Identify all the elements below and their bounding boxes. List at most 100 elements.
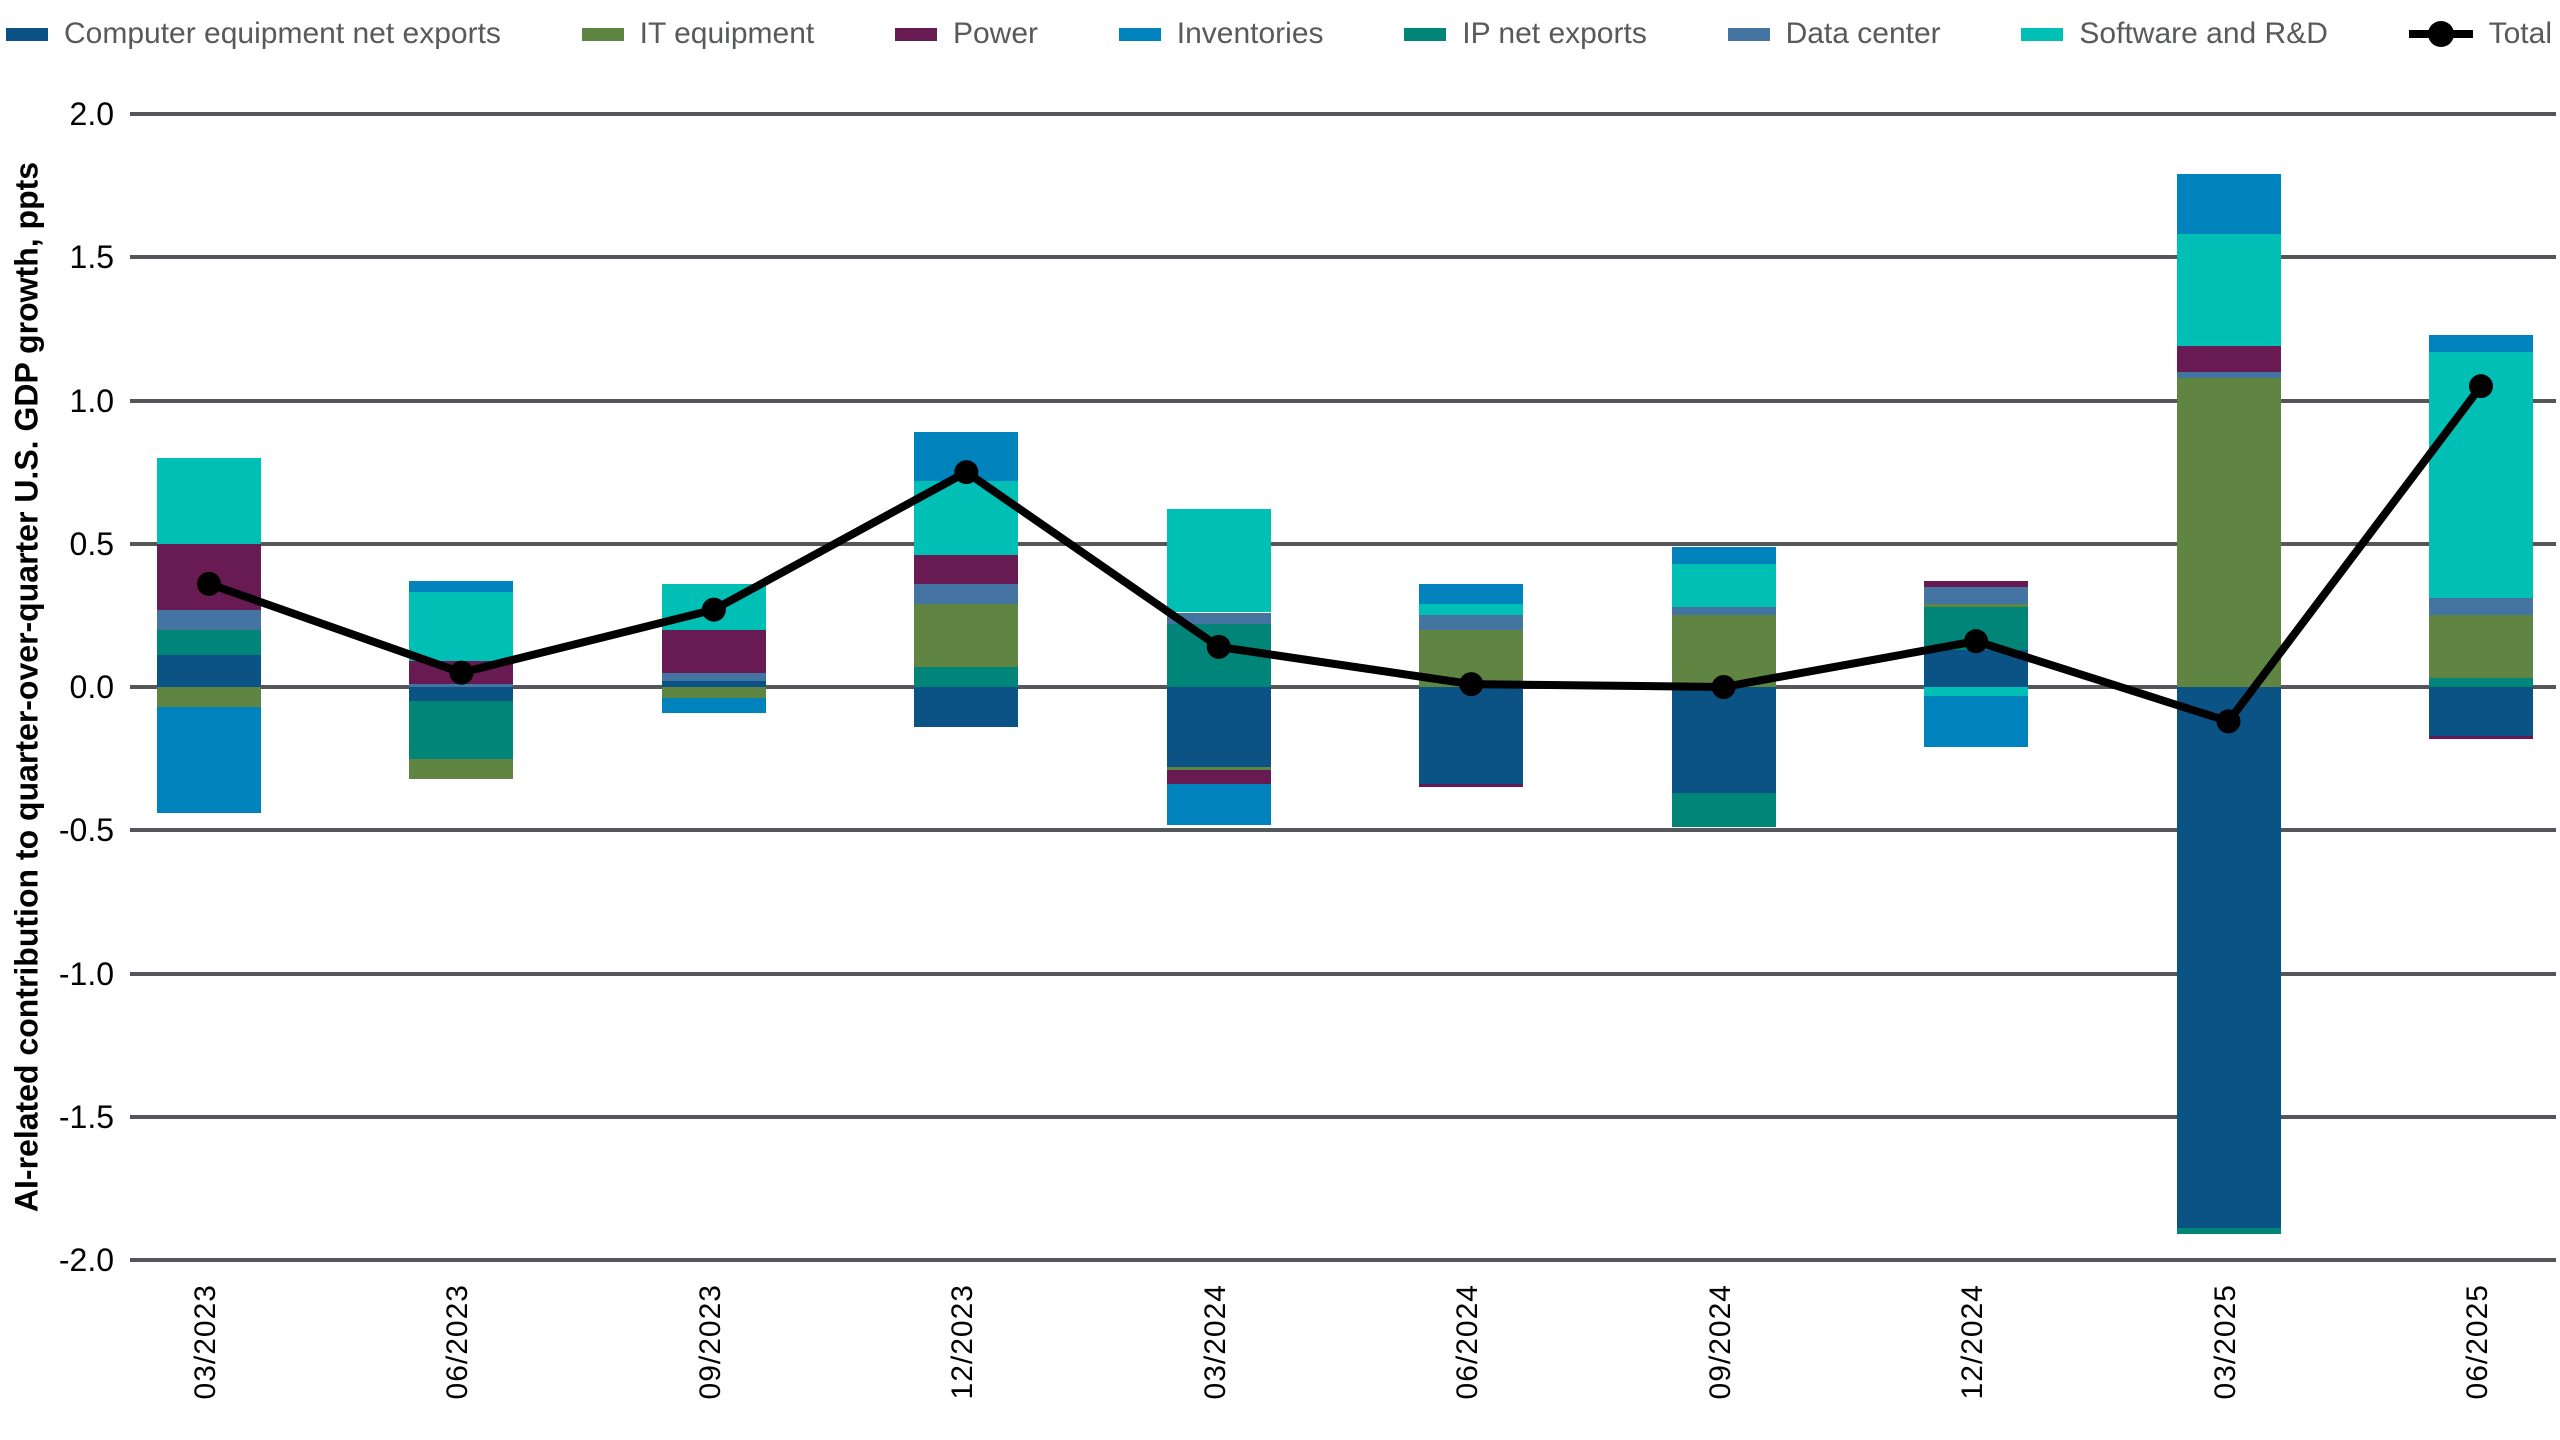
total-point-09-2023 <box>701 597 726 622</box>
bar-segment-power-09-2023 <box>661 629 766 673</box>
y-tick-label-1.0: 1.0 <box>69 382 114 419</box>
x-tick-label-06-2025: 06/2025 <box>2461 1284 2501 1434</box>
total-point-03-2023 <box>197 571 221 596</box>
y-tick-label--0.5: -0.5 <box>58 812 114 849</box>
bar-segment-ip-06-2023 <box>409 701 514 759</box>
bar-segment-computer-03-2025 <box>2176 687 2281 1229</box>
x-tick-text: 03/2023 <box>189 1284 222 1400</box>
total-point-12-2024 <box>1964 629 1989 654</box>
bar-segment-it-06-2025 <box>2428 615 2533 679</box>
legend-label-computer: Computer equipment net exports <box>64 17 501 50</box>
bar-segment-computer-06-2025 <box>2428 687 2533 736</box>
bar-segment-it-12-2023 <box>914 603 1019 667</box>
y-tick-label--2.0: -2.0 <box>58 1242 114 1278</box>
bar-segment-software-12-2024 <box>1924 687 2029 696</box>
x-tick-text: 09/2023 <box>693 1284 727 1400</box>
x-tick-text: 09/2024 <box>1703 1284 1737 1400</box>
gridline--1.0 <box>130 971 2556 976</box>
legend-label-total: Total <box>2488 17 2552 50</box>
bar-segment-computer-06-2024 <box>1419 687 1524 785</box>
legend-label-power: Power <box>952 17 1039 50</box>
y-tick-label-2.0: 2.0 <box>69 96 114 132</box>
total-line <box>207 383 2485 727</box>
legend-item-datacenter: Data center <box>1727 17 1941 51</box>
legend-swatch-power <box>894 27 937 41</box>
x-tick-label-06-2023: 06/2023 <box>441 1284 481 1434</box>
x-tick-label-09-2023: 09/2023 <box>694 1284 734 1434</box>
bar-segment-datacenter-12-2024 <box>1924 586 2029 604</box>
bar-segment-datacenter-03-2025 <box>2176 371 2281 378</box>
bar-segment-datacenter-06-2025 <box>2428 598 2533 616</box>
y-tick-label--1.0: -1.0 <box>58 955 114 992</box>
x-tick-label-06-2024: 06/2024 <box>1451 1284 1491 1434</box>
gridline-0.5 <box>130 541 2556 546</box>
legend-item-it: IT equipment <box>581 17 815 51</box>
legend-item-computer: Computer equipment net exports <box>6 17 501 51</box>
y-tick-label-0.5: 0.5 <box>69 525 114 562</box>
bar-segment-datacenter-06-2024 <box>1419 615 1524 630</box>
gridline-1.5 <box>130 255 2556 260</box>
total-point-06-2025 <box>2468 374 2493 399</box>
legend-total-dot <box>2427 21 2454 47</box>
x-tick-text: 06/2024 <box>1451 1284 1485 1400</box>
bar-segment-inventories-09-2023 <box>661 698 766 713</box>
bar-segment-inventories-06-2024 <box>1419 583 1524 604</box>
bar-segment-inventories-12-2024 <box>1924 695 2029 748</box>
plot-area <box>130 112 2556 1262</box>
bar-segment-inventories-03-2023 <box>157 707 261 814</box>
bar-segment-it-03-2023 <box>157 687 261 708</box>
y-tick-label-0.0: 0.0 <box>69 669 114 705</box>
x-tick-text: 06/2023 <box>441 1284 475 1400</box>
bar-segment-computer-03-2023 <box>157 655 261 687</box>
gridline--0.5 <box>130 828 2556 833</box>
bar-segment-software-03-2025 <box>2176 234 2281 347</box>
bar-segment-computer-09-2024 <box>1671 687 1776 793</box>
legend-label-it: IT equipment <box>639 17 815 50</box>
legend-item-total: Total <box>2408 17 2552 51</box>
bar-segment-it-12-2024 <box>1924 603 2029 607</box>
bar-segment-computer-03-2024 <box>1166 687 1271 768</box>
bar-segment-datacenter-09-2024 <box>1671 606 1776 616</box>
legend-total-line-dot-marker <box>2408 19 2473 49</box>
bar-segment-datacenter-03-2023 <box>157 609 261 630</box>
legend-swatch-ip <box>1404 27 1447 41</box>
bar-segment-power-03-2024 <box>1166 770 1271 785</box>
legend: Computer equipment net exports IT equipme… <box>6 8 2552 60</box>
legend-swatch-datacenter <box>1727 27 1770 41</box>
bar-segment-power-12-2024 <box>1924 580 2029 587</box>
bar-segment-power-12-2023 <box>914 555 1019 584</box>
legend-item-power: Power <box>894 17 1039 51</box>
y-tick-label--1.5: -1.5 <box>58 1098 114 1135</box>
legend-item-inventories: Inventories <box>1118 17 1324 51</box>
y-tick-label-1.5: 1.5 <box>69 239 114 276</box>
bar-segment-computer-06-2023 <box>409 687 514 702</box>
x-tick-label-12-2024: 12/2024 <box>1956 1284 1996 1434</box>
gridline--1.5 <box>130 1114 2556 1119</box>
bar-segment-inventories-09-2024 <box>1671 546 1776 564</box>
legend-label-inventories: Inventories <box>1176 17 1324 50</box>
bar-segment-ip-09-2024 <box>1671 793 1776 828</box>
legend-swatch-it <box>581 27 624 41</box>
gridline-1.0 <box>130 398 2556 403</box>
total-point-12-2023 <box>954 460 979 485</box>
total-point-09-2024 <box>1711 675 1736 699</box>
bar-segment-ip-03-2023 <box>157 629 261 656</box>
total-point-03-2024 <box>1206 634 1231 659</box>
legend-label-ip: IP net exports <box>1462 17 1647 50</box>
bar-segment-datacenter-03-2024 <box>1166 612 1271 624</box>
bar-segment-datacenter-09-2023 <box>661 672 766 682</box>
bar-segment-it-03-2025 <box>2176 377 2281 687</box>
legend-label-software: Software and R&D <box>2079 17 2328 50</box>
x-tick-label-12-2023: 12/2023 <box>946 1284 986 1434</box>
bar-segment-power-06-2024 <box>1419 784 1524 788</box>
bar-segment-software-06-2024 <box>1419 603 1524 616</box>
bar-segment-datacenter-06-2023 <box>409 684 514 687</box>
bar-segment-inventories-06-2025 <box>2428 334 2533 352</box>
bar-segment-datacenter-12-2023 <box>914 583 1019 604</box>
total-point-06-2023 <box>449 660 474 685</box>
gridline--2.0 <box>130 1258 2556 1262</box>
bar-segment-power-03-2025 <box>2176 346 2281 372</box>
x-tick-text: 03/2025 <box>2208 1284 2242 1400</box>
x-tick-text: 12/2023 <box>946 1284 980 1400</box>
bar-segment-ip-12-2023 <box>914 666 1019 687</box>
